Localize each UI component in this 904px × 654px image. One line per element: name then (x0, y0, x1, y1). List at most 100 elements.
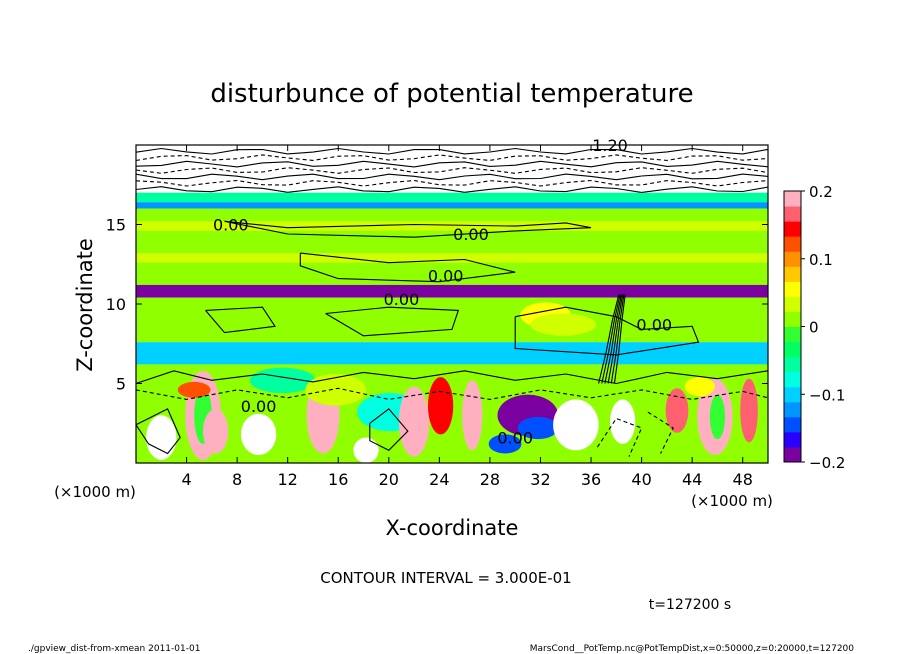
contour-line (613, 294, 626, 384)
contour-label: 0.00 (453, 225, 489, 244)
contour-line (136, 147, 768, 155)
colorbar-swatch (784, 221, 801, 237)
field-blob (530, 313, 597, 336)
x-tick-label: 8 (232, 470, 242, 489)
contour-line (136, 160, 768, 168)
x-axis-ticks: 4 8 12 16 20 24 28 32 36 40 44 48 (181, 145, 753, 489)
contour-labels: 0.00 0.00 0.00 0.00 0.00 0.00 0.00 1.20 (213, 136, 672, 448)
colorbar-swatch (784, 416, 801, 433)
contour-lines (136, 147, 768, 457)
contour-line (136, 370, 768, 385)
contour-line (610, 294, 625, 384)
field-blob (488, 434, 522, 454)
colorbar-swatch (784, 431, 801, 448)
contour-line (601, 294, 621, 384)
field-blobs (146, 302, 758, 463)
colorbar-swatch (784, 191, 801, 207)
field-layer (136, 342, 768, 365)
y-tick-label: 10 (106, 295, 126, 314)
contour-label: 0.00 (213, 216, 249, 235)
x-axis-label: X-coordinate (386, 516, 519, 540)
field-blob (740, 378, 758, 443)
contour-line (136, 154, 768, 162)
contour-line (224, 220, 592, 238)
colorbar-tick-label: −0.2 (809, 454, 845, 472)
x-tick-label: 40 (631, 470, 651, 489)
colorbar-swatch (784, 266, 801, 282)
x-tick-label: 20 (379, 470, 399, 489)
colorbar-ticks: 0.2 0.1 0 −0.1 −0.2 (801, 183, 845, 472)
colorbar-swatch (784, 341, 801, 358)
contour-line (136, 167, 768, 174)
contour-label: 0.00 (241, 397, 277, 416)
plot-area (136, 145, 768, 463)
x-tick-label: 36 (581, 470, 601, 489)
colorbar-swatch (784, 401, 801, 418)
footer-right: MarsCond__PotTemp.nc@PotTempDist,x=0:500… (530, 644, 854, 654)
y-unit-label: (×1000 m) (54, 483, 136, 501)
field-blob (427, 377, 454, 435)
contour-line (205, 306, 276, 334)
contour-line (596, 417, 643, 457)
field-blob (398, 386, 430, 457)
colorbar-swatch (784, 356, 801, 373)
field-blob (553, 399, 599, 451)
contour-line (647, 411, 674, 454)
colorbar-swatch (784, 281, 801, 297)
field-layer (136, 253, 768, 263)
colorbar-tick-label: 0.2 (809, 183, 833, 201)
field-blob (665, 388, 689, 433)
contour-line (598, 294, 620, 384)
x-unit-label: (×1000 m) (691, 492, 773, 510)
colorbar-swatch (784, 371, 801, 388)
field-blob (305, 373, 367, 406)
colorbar-swatch (784, 296, 801, 312)
field-blob (240, 413, 277, 456)
field-blob (202, 408, 229, 454)
field-blob (517, 416, 559, 440)
colorbar-tick-label: 0.1 (809, 251, 833, 269)
x-tick-label: 32 (530, 470, 550, 489)
y-tick-label: 5 (116, 375, 126, 394)
field-blob (353, 437, 379, 463)
field-layers (136, 145, 768, 463)
contour-line (607, 294, 624, 384)
field-layer (136, 221, 768, 231)
time-label: t=127200 s (649, 597, 731, 613)
x-tick-label: 24 (429, 470, 449, 489)
colorbar-tick-label: −0.1 (809, 386, 845, 404)
x-tick-label: 16 (328, 470, 348, 489)
colorbar-swatch (784, 251, 801, 267)
contour-line (369, 408, 409, 451)
contour-line (299, 252, 516, 283)
contour-line (136, 408, 181, 455)
y-tick-label: 15 (106, 216, 126, 235)
field-layer (136, 284, 768, 298)
colorbar (783, 190, 802, 463)
contour-label: 0.00 (636, 316, 672, 335)
contour-line (604, 294, 622, 384)
contour-label: 0.00 (384, 290, 420, 309)
contour-line (514, 306, 700, 356)
colorbar-swatch (784, 446, 801, 463)
contour-line (136, 173, 768, 181)
field-blob (249, 367, 316, 394)
colorbar-tick-label: 0 (809, 319, 819, 337)
x-tick-label: 44 (682, 470, 702, 489)
field-blob (462, 380, 483, 451)
field-blob (177, 381, 211, 398)
colorbar-swatch (784, 311, 801, 327)
field-blob (684, 377, 715, 397)
field-blob (146, 415, 177, 460)
contour-line (136, 179, 768, 187)
y-axis-ticks: 5 10 15 (106, 216, 768, 394)
footer-left: ./gpview_dist-from-xmean 2011-01-01 (28, 644, 200, 654)
field-blob (709, 394, 726, 440)
chart-title: disturbunce of potential temperature (210, 79, 693, 109)
contour-line (136, 186, 768, 193)
field-blob (610, 399, 636, 444)
contour-label: 0.00 (428, 266, 464, 285)
field-layer (136, 202, 768, 209)
colorbar-swatch (784, 386, 801, 403)
